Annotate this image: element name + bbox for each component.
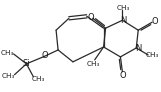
Text: Si: Si <box>23 59 30 68</box>
Text: N: N <box>135 44 141 53</box>
Text: O: O <box>87 13 94 22</box>
Text: CH₃: CH₃ <box>145 52 159 58</box>
Text: CH₃: CH₃ <box>32 76 45 82</box>
Text: CH₃: CH₃ <box>2 73 15 79</box>
Text: CH₃: CH₃ <box>1 50 14 56</box>
Text: N: N <box>120 16 127 25</box>
Text: O: O <box>152 17 158 26</box>
Text: CH₃: CH₃ <box>117 5 130 11</box>
Text: CH₃: CH₃ <box>87 61 100 67</box>
Text: O: O <box>42 51 48 60</box>
Text: O: O <box>119 71 126 80</box>
